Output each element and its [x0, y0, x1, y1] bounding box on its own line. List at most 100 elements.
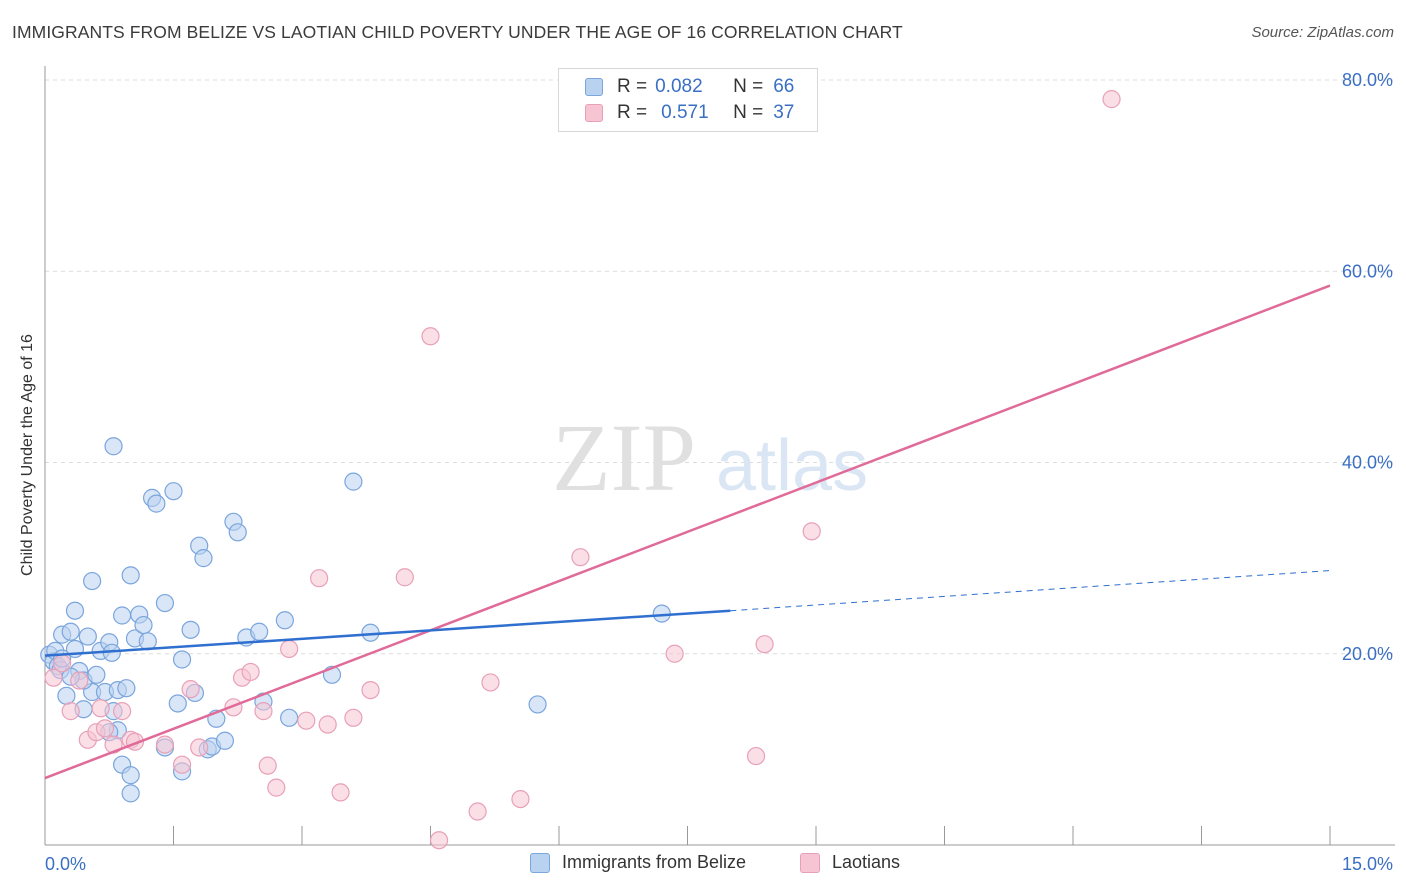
laotians-trend-line [44, 284, 1331, 780]
belize-point [275, 611, 294, 630]
laotians-point [258, 756, 277, 775]
belize-point [121, 566, 140, 585]
belize-point [250, 622, 269, 641]
laotians-point [70, 671, 89, 690]
laotians-point [395, 568, 414, 587]
series-laotians-points [44, 90, 1121, 850]
belize-point [280, 708, 299, 727]
laotians-point [344, 708, 363, 727]
belize-trend-line [44, 609, 731, 657]
series-belize-points [40, 437, 671, 803]
chart-title: IMMIGRANTS FROM BELIZE VS LAOTIAN CHILD … [12, 22, 903, 42]
laotians-point [755, 635, 774, 654]
watermark-zip: ZIP [552, 404, 696, 511]
belize-point [155, 593, 175, 613]
n-label: N = [733, 102, 764, 123]
belize-point [57, 686, 76, 705]
watermark-atlas: atlas [716, 426, 868, 506]
laotians-point [511, 789, 530, 809]
belize-point [228, 523, 247, 542]
r-value: 0.082 [655, 76, 703, 97]
belize-point [87, 665, 106, 684]
laotians-point [310, 569, 329, 588]
r-value: 0.571 [661, 102, 709, 123]
belize-point [83, 571, 102, 591]
laotians-point [254, 702, 273, 721]
laotians-point [361, 680, 380, 700]
belize-point [172, 650, 192, 669]
belize-point [61, 622, 80, 641]
tick-labels: 20.0% 40.0% 60.0% 80.0% 0.0% 15.0% [45, 70, 1393, 874]
laotians-point [468, 802, 487, 821]
laotians-point [181, 680, 200, 699]
belize-point [65, 601, 85, 620]
n-value: 37 [773, 102, 795, 123]
belize-point [528, 695, 547, 714]
r-label: R = [617, 102, 648, 123]
y-tick-label: 80.0% [1342, 70, 1393, 90]
belize-point [78, 627, 97, 646]
gridlines [45, 79, 1395, 655]
belize-point [138, 632, 157, 651]
x-tick-label: 0.0% [45, 854, 86, 874]
laotians-point [112, 702, 132, 721]
laotians-point [571, 548, 590, 567]
belize-point [164, 482, 183, 501]
laotians-point [331, 783, 350, 802]
laotians-point [297, 711, 316, 730]
laotians-point [61, 702, 80, 721]
laotians-point [318, 715, 337, 734]
legend-swatch-blue [585, 78, 603, 96]
belize-point [117, 679, 136, 698]
laotians-point [267, 778, 286, 797]
legend-row-laotians: R = 0.571 N = 37 [585, 100, 794, 126]
belize-point [121, 766, 140, 785]
legend-swatch-pink [585, 104, 603, 122]
belize-point [168, 694, 187, 713]
laotians-point [155, 735, 175, 754]
axes [44, 66, 1395, 846]
n-label: N = [733, 76, 764, 97]
laotians-point [44, 668, 63, 687]
laotians-point [91, 699, 110, 718]
trend-lines [44, 284, 1331, 780]
legend-item-belize: Immigrants from Belize [530, 852, 746, 873]
belize-point [104, 437, 123, 456]
source-label: Source: ZipAtlas.com [1251, 24, 1394, 41]
y-tick-label: 40.0% [1342, 453, 1393, 473]
y-tick-label: 20.0% [1342, 644, 1393, 664]
laotians-point [190, 738, 209, 757]
belize-point [344, 472, 363, 491]
belize-point [134, 615, 153, 635]
laotians-point [746, 746, 766, 766]
laotians-point [481, 673, 500, 692]
belize-point [147, 494, 166, 513]
r-label: R = [617, 76, 648, 97]
laotians-point [1102, 90, 1121, 109]
n-value: 66 [773, 76, 795, 97]
laotians-point [95, 719, 115, 738]
belize-point [112, 606, 132, 625]
laotians-point [665, 644, 684, 663]
legend-swatch-pink [800, 852, 820, 873]
x-tick-label: 15.0% [1342, 854, 1393, 874]
laotians-point [172, 755, 192, 774]
legend-label-laotians: Laotians [832, 852, 901, 872]
laotians-point [429, 831, 449, 850]
laotians-point [802, 522, 821, 541]
belize-trend-extension [730, 570, 1331, 612]
laotians-point [280, 639, 299, 659]
laotians-point [53, 654, 72, 673]
belize-point [215, 731, 234, 750]
belize-point [121, 784, 140, 803]
legend-label-belize: Immigrants from Belize [562, 852, 747, 872]
laotians-point [421, 327, 440, 346]
correlation-legend: R = 0.082 N = 66 R = 0.571 N = 37 [558, 68, 818, 132]
legend-row-belize: R = 0.082 N = 66 [585, 74, 794, 100]
belize-point [194, 549, 213, 568]
laotians-point [241, 662, 260, 682]
belize-point [181, 620, 200, 639]
legend-item-laotians: Laotians [800, 852, 900, 873]
y-tick-label: 60.0% [1342, 261, 1393, 281]
